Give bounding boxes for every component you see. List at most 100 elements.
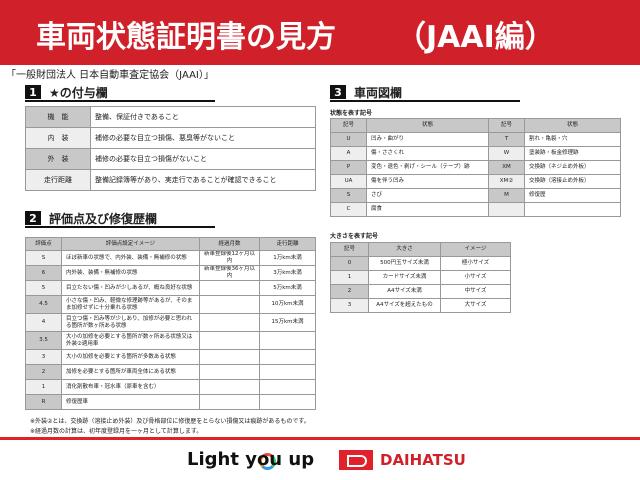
table-row: 外 装補修の必要な目立つ損傷がないこと — [25, 148, 316, 170]
divider — [0, 437, 640, 440]
table-cell — [259, 364, 316, 380]
table-cell: 整備記録簿等があり、実走行であることが確認できること — [90, 169, 316, 191]
size-table: 記号 大きさ イメージ 0 500円玉サイズ未満 極小サイズ 1 カードサイズ未満 小サイズ 2 A… — [330, 242, 511, 313]
table-cell — [199, 394, 260, 410]
table-cell: 小さな傷・凹み、軽微な修理跡等があるが、そのまま加修せずに十分乗れる状態 — [61, 295, 200, 314]
table-cell: 経過月数 — [199, 237, 260, 251]
organization-name: 「一般財団法人 日本自動車査定協会（JAAI）」 — [6, 70, 214, 81]
table-cell: 5 — [25, 280, 62, 296]
table-cell: 6 — [25, 265, 62, 281]
section3-heading: 3 車両図欄 — [330, 84, 520, 102]
table-cell: 状態 — [366, 118, 489, 133]
table-cell: A4サイズ未満 — [368, 284, 441, 299]
table-cell — [199, 364, 260, 380]
table-row: 4.5 小さな傷・凹み、軽微な修理跡等があるが、そのまま加修せずに十分乗れる状態 1… — [25, 295, 316, 314]
table-cell: 10万km未満 — [259, 295, 316, 314]
table-cell: 5万km未満 — [259, 280, 316, 296]
table-cell: 3万km未満 — [259, 265, 316, 281]
table-cell: 補修の必要な目立つ損傷がないこと — [90, 148, 316, 170]
table-cell — [199, 379, 260, 395]
table-row: A 傷・ささくれ W 塗装跡・板金修理跡 — [330, 146, 621, 161]
table-cell — [259, 394, 316, 410]
score-table: 評価点 評価点設定イメージ 経過月数 走行距離 S ほぼ新車の状態で、内外装、装備・無補修… — [25, 237, 316, 410]
table-cell: 補修の必要な目立つ損傷、悪臭等がないこと — [90, 127, 316, 149]
table-cell: 凹み・曲がり — [366, 132, 489, 147]
note-2: ※経過月数の計算は、初年度登録月を一ヶ月として計算します。 — [30, 428, 203, 435]
table-cell: 交換跡（ネジ止め外板） — [524, 160, 621, 175]
table-cell: 機 能 — [25, 106, 91, 128]
table-cell: R — [25, 394, 62, 410]
table-row: P 変色・退色・剥げ・シール（テープ）跡 XM 交換跡（ネジ止め外板） — [330, 160, 621, 175]
table-header-row: 評価点 評価点設定イメージ 経過月数 走行距離 — [25, 237, 316, 251]
star-table: 機 能整備、保証付きであること内 装補修の必要な目立つ損傷、悪臭等がないこと外 … — [25, 106, 316, 191]
table-cell: XM② — [488, 174, 525, 189]
table-cell: 極小サイズ — [440, 256, 511, 271]
table-cell: 1 — [330, 270, 369, 285]
table-cell: 3 — [330, 298, 369, 313]
table-row: 5 目立たない傷・凹みが少しあるが、概ね良好な状態 5万km未満 — [25, 280, 316, 296]
table-cell: 整備、保証付きであること — [90, 106, 316, 128]
table-cell: 走行距離 — [259, 237, 316, 251]
section2-heading: 2 評価点及び修復歴欄 — [25, 210, 215, 228]
table-cell: 2 — [330, 284, 369, 299]
table-cell: 記号 — [330, 242, 369, 257]
table-cell — [199, 331, 260, 350]
table-row: 0 500円玉サイズ未満 極小サイズ — [330, 256, 511, 271]
table-cell: 0 — [330, 256, 369, 271]
table-cell: 大サイズ — [440, 298, 511, 313]
table-cell: S — [330, 188, 367, 203]
table-cell: 1万km未満 — [259, 250, 316, 266]
table-row: U 凹み・曲がり T 割れ・亀裂・穴 — [330, 132, 621, 147]
table-cell: 1 — [25, 379, 62, 395]
table-row: R 修復歴車 — [25, 394, 316, 410]
table-cell: 中サイズ — [440, 284, 511, 299]
table-cell: 加修を必要とする箇所が車両全体にある状態 — [61, 364, 200, 380]
table-cell — [259, 331, 316, 350]
table-row: 3 大小の加修を必要とする箇所が多数ある状態 — [25, 349, 316, 365]
table-cell: 新車登録後36ヶ月以内 — [199, 265, 260, 281]
table-cell: 修復歴 — [524, 188, 621, 203]
table-cell: カードサイズ未満 — [368, 270, 441, 285]
table-cell: S — [25, 250, 62, 266]
table-cell: 目立たない傷・凹みが少しあるが、概ね良好な状態 — [61, 280, 200, 296]
table-row: 4 目立つ傷・凹み等が少しあり、加修が必要と思われる箇所が数ヶ所ある状態 15万km… — [25, 313, 316, 332]
table-row: S ほぼ新車の状態で、内外装、装備・無補修の状態 新車登録後12ヶ月以内 1万km未満 — [25, 250, 316, 266]
note-1: ※外装②とは、交換跡（溶接止め外装）及び骨格部位に修復歴をとらない損傷又は痕跡が… — [30, 418, 310, 425]
table-cell: 15万km未満 — [259, 313, 316, 332]
table-row: UA 傷を伴う凹み XM② 交換跡（溶接止め外板） — [330, 174, 621, 189]
table-cell: 大きさ — [368, 242, 441, 257]
page-title-banner: 車両状態証明書の見方 （JAAI編） — [0, 0, 640, 65]
size-label: 大きさを表す記号 — [330, 233, 379, 240]
section1-heading: 1 ★の付与欄 — [25, 84, 215, 102]
table-cell: P — [330, 160, 367, 175]
table-row: 6 内外装、装備・無補修の状態 新車登録後36ヶ月以内 3万km未満 — [25, 265, 316, 281]
table-cell — [524, 202, 621, 217]
table-cell: 傷を伴う凹み — [366, 174, 489, 189]
ring-icon — [259, 453, 276, 470]
table-cell: 評価点 — [25, 237, 62, 251]
table-cell: 状態 — [524, 118, 621, 133]
daihatsu-logo-icon — [339, 450, 373, 470]
table-header-row: 記号 大きさ イメージ — [330, 242, 511, 257]
table-cell — [199, 313, 260, 332]
table-row: 2 加修を必要とする箇所が車両全体にある状態 — [25, 364, 316, 380]
table-cell: 走行距離 — [25, 169, 91, 191]
table-cell: 4 — [25, 313, 62, 332]
section-title: 車両図欄 — [354, 85, 403, 100]
table-cell — [199, 349, 260, 365]
table-cell: 目立つ傷・凹み等が少しあり、加修が必要と思われる箇所が数ヶ所ある状態 — [61, 313, 200, 332]
table-row: C 腐食 — [330, 202, 621, 217]
table-cell: 交換跡（溶接止め外板） — [524, 174, 621, 189]
table-cell — [199, 280, 260, 296]
section-number: 2 — [25, 211, 41, 225]
table-cell: UA — [330, 174, 367, 189]
section-title: ★の付与欄 — [49, 85, 108, 100]
condition-label: 状態を表す記号 — [330, 110, 373, 117]
table-cell: 評価点設定イメージ — [61, 237, 200, 251]
condition-table: 記号 状態 記号 状態 U 凹み・曲がり T 割れ・亀裂・穴 A 傷・ささくれ W 塗装跡・板金修理跡… — [330, 118, 621, 217]
table-cell: ほぼ新車の状態で、内外装、装備・無補修の状態 — [61, 250, 200, 266]
table-cell: イメージ — [440, 242, 511, 257]
table-cell: さび — [366, 188, 489, 203]
table-header-row: 記号 状態 記号 状態 — [330, 118, 621, 133]
table-cell: 2 — [25, 364, 62, 380]
